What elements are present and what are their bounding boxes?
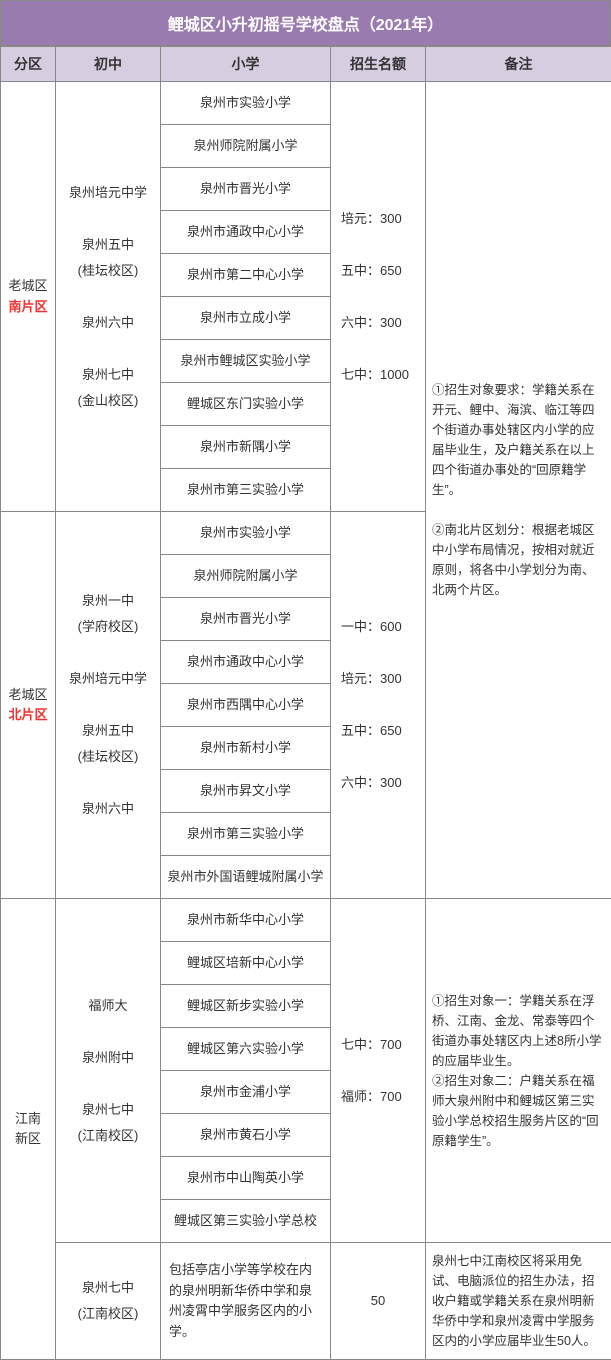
th-note: 备注 bbox=[426, 47, 611, 82]
primary-cell: 鲤城区东门实验小学 bbox=[161, 383, 331, 426]
primary-cell: 泉州市新隅小学 bbox=[161, 426, 331, 469]
primary-cell: 泉州市第三实验小学 bbox=[161, 469, 331, 512]
primary-cell: 泉州市实验小学 bbox=[161, 512, 331, 555]
primary-cell: 泉州市外国语鲤城附属小学 bbox=[161, 856, 331, 899]
primary-cell: 泉州市实验小学 bbox=[161, 82, 331, 125]
middle-cell-jn1: 福师大泉州附中泉州七中(江南校区) bbox=[56, 899, 161, 1243]
header-row: 分区 初中 小学 招生名额 备注 bbox=[1, 47, 611, 82]
primary-cell: 泉州市晋光小学 bbox=[161, 168, 331, 211]
primary-cell: 泉州师院附属小学 bbox=[161, 555, 331, 598]
quota-cell-jn2: 50 bbox=[331, 1243, 426, 1360]
th-primary: 小学 bbox=[161, 47, 331, 82]
primary-cell: 泉州市新村小学 bbox=[161, 727, 331, 770]
primary-cell: 泉州市黄石小学 bbox=[161, 1114, 331, 1157]
th-zone: 分区 bbox=[1, 47, 56, 82]
primary-cell: 鲤城区新步实验小学 bbox=[161, 985, 331, 1028]
primary-cell: 泉州市第二中心小学 bbox=[161, 254, 331, 297]
zone-cell-south: 老城区南片区 bbox=[1, 82, 56, 512]
primary-cell: 泉州市西隅中心小学 bbox=[161, 684, 331, 727]
primary-cell: 泉州市新华中心小学 bbox=[161, 899, 331, 942]
middle-cell-south: 泉州培元中学泉州五中(桂坛校区)泉州六中泉州七中(金山校区) bbox=[56, 82, 161, 512]
th-middle: 初中 bbox=[56, 47, 161, 82]
primary-cell: 泉州市立成小学 bbox=[161, 297, 331, 340]
primary-cell: 泉州市第三实验小学 bbox=[161, 813, 331, 856]
zone-cell-north: 老城区北片区 bbox=[1, 512, 56, 899]
middle-cell-jn2: 泉州七中(江南校区) bbox=[56, 1243, 161, 1360]
primary-cell: 泉州市中山陶英小学 bbox=[161, 1157, 331, 1200]
quota-cell-jn1: 七中：700福师：700 bbox=[331, 899, 426, 1243]
th-quota: 招生名额 bbox=[331, 47, 426, 82]
primary-cell: 鲤城区第六实验小学 bbox=[161, 1028, 331, 1071]
primary-cell: 泉州市昇文小学 bbox=[161, 770, 331, 813]
middle-cell-north: 泉州一中(学府校区)泉州培元中学泉州五中(桂坛校区)泉州六中 bbox=[56, 512, 161, 899]
note-cell-jn2: 泉州七中江南校区将采用免试、电脑派位的招生办法，招收户籍或学籍关系在泉州明新华侨… bbox=[426, 1243, 611, 1360]
primary-cell: 泉州市通政中心小学 bbox=[161, 641, 331, 684]
zone-cell-jn: 江南新区 bbox=[1, 899, 56, 1360]
primary-cell: 鲤城区培新中心小学 bbox=[161, 942, 331, 985]
note-cell-jn1: ①招生对象一：学籍关系在浮桥、江南、金龙、常泰等四个街道办事处辖区内上述8所小学… bbox=[426, 899, 611, 1243]
page-title: 鲤城区小升初摇号学校盘点（2021年） bbox=[0, 0, 611, 46]
note-cell-top: ①招生对象要求：学籍关系在开元、鲤中、海滨、临江等四个街道办事处辖区内小学的应届… bbox=[426, 82, 611, 899]
primary-cell-jn2: 包括亭店小学等学校在内的泉州明新华侨中学和泉州凌霄中学服务区内的小学。 bbox=[161, 1243, 331, 1360]
schools-table: 分区 初中 小学 招生名额 备注 老城区南片区泉州培元中学泉州五中(桂坛校区)泉… bbox=[0, 46, 611, 1360]
primary-cell: 泉州师院附属小学 bbox=[161, 125, 331, 168]
quota-cell-north: 一中：600培元：300五中：650六中：300 bbox=[331, 512, 426, 899]
primary-cell: 泉州市鲤城区实验小学 bbox=[161, 340, 331, 383]
primary-cell: 鲤城区第三实验小学总校 bbox=[161, 1200, 331, 1243]
primary-cell: 泉州市晋光小学 bbox=[161, 598, 331, 641]
quota-cell-south: 培元：300五中：650六中：300七中：1000 bbox=[331, 82, 426, 512]
primary-cell: 泉州市通政中心小学 bbox=[161, 211, 331, 254]
primary-cell: 泉州市金浦小学 bbox=[161, 1071, 331, 1114]
